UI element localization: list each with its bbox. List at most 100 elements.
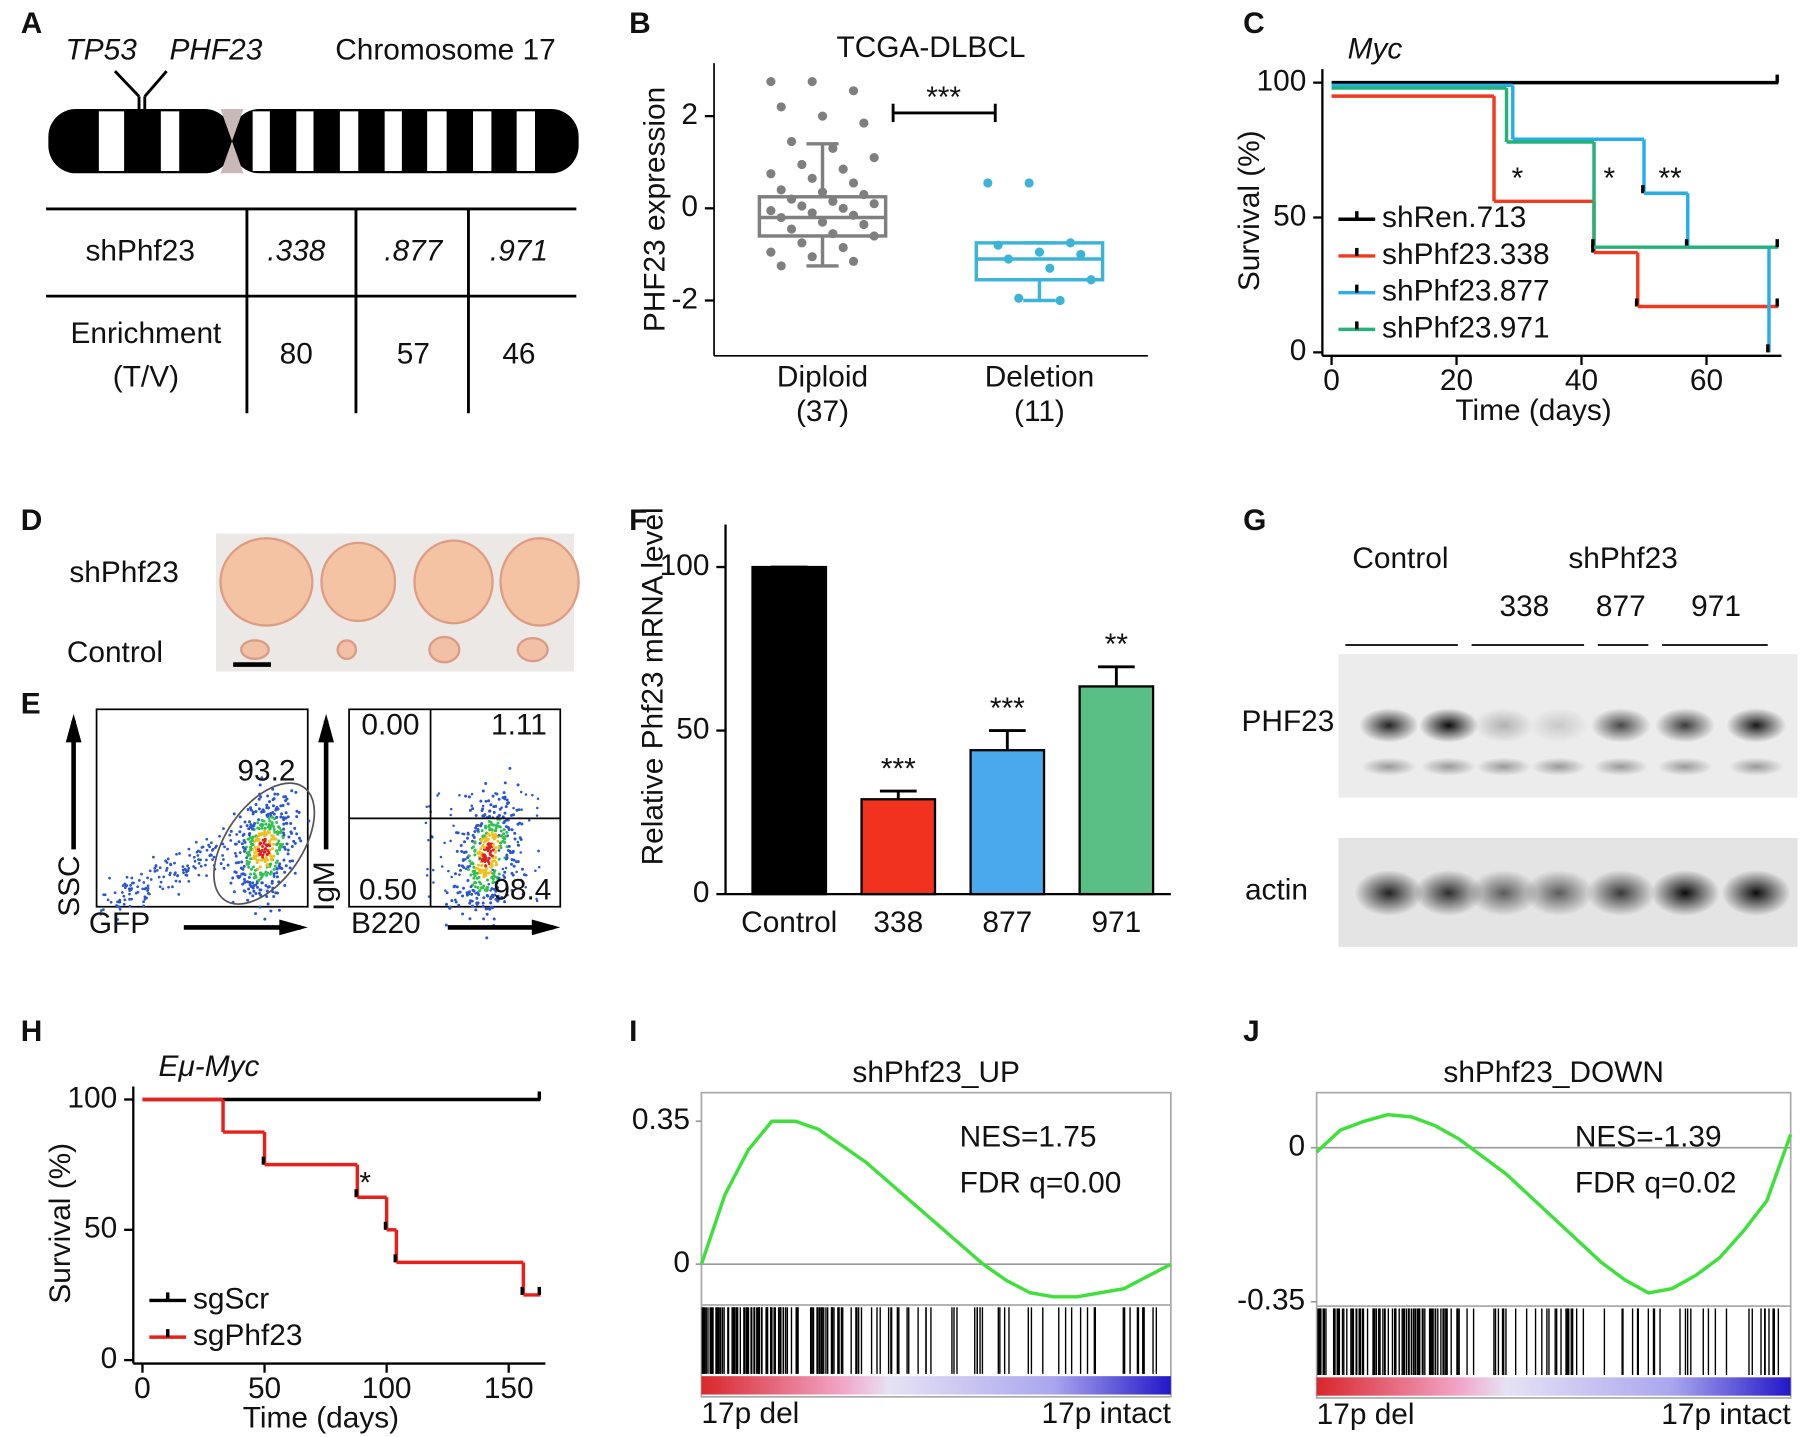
flow-event <box>463 840 467 844</box>
flow-event <box>99 912 103 916</box>
lane-label: 971 <box>1691 590 1741 623</box>
flow-event <box>483 845 487 849</box>
flow-event <box>485 867 489 871</box>
data-point <box>786 224 797 234</box>
flow-event <box>167 885 170 889</box>
flow-event <box>473 829 477 833</box>
data-point <box>776 102 786 112</box>
gate <box>213 782 316 905</box>
flow-event <box>194 866 197 870</box>
flow-event <box>254 838 258 842</box>
group-label: Control <box>1352 542 1448 575</box>
flow-event <box>264 883 268 887</box>
chromosome-band <box>516 111 536 172</box>
flow-event <box>488 809 492 813</box>
flow-event <box>242 864 246 868</box>
flow-event <box>482 853 486 857</box>
flow-event <box>471 845 475 849</box>
flow-event <box>263 830 267 834</box>
flow-event <box>263 839 267 843</box>
flow-event <box>185 870 188 874</box>
flow-event <box>257 807 261 811</box>
flow-event <box>505 853 509 857</box>
flow-event <box>307 819 311 823</box>
band-label: PHF23 <box>1242 705 1335 738</box>
flow-event <box>466 836 470 840</box>
flow-event <box>478 857 482 860</box>
flow-event <box>266 902 270 906</box>
y-tick-label: 50 <box>676 712 709 745</box>
flow-event <box>162 875 166 879</box>
flow-event <box>146 889 149 892</box>
panel-label: B <box>629 7 651 40</box>
flow-event <box>473 869 477 873</box>
flow-event <box>241 882 245 886</box>
flow-event <box>490 854 494 858</box>
flow-event <box>431 836 434 839</box>
flow-event <box>256 845 260 849</box>
y-tick-label: -2 <box>671 282 698 315</box>
flow-event <box>497 833 501 837</box>
blot-band <box>1528 708 1589 743</box>
flow-event <box>492 887 496 891</box>
annotation: NES=-1.39 <box>1575 1120 1722 1153</box>
flow-event <box>196 854 200 857</box>
flow-event <box>284 864 288 868</box>
flow-event <box>497 872 501 876</box>
legend-label: shPhf23.338 <box>1382 238 1550 271</box>
tumor <box>428 635 461 664</box>
flow-event <box>265 803 269 807</box>
significance: *** <box>926 81 961 114</box>
table-cell: 80 <box>280 338 313 371</box>
flow-event <box>491 895 495 899</box>
flow-event <box>513 831 517 835</box>
flow-event <box>197 873 201 877</box>
flow-event <box>462 865 466 869</box>
flow-event <box>468 917 472 921</box>
blot-band <box>1586 870 1656 916</box>
flow-event <box>264 847 268 851</box>
gene-pointer <box>113 70 141 98</box>
flow-event <box>260 826 264 830</box>
flow-event <box>473 885 477 889</box>
flow-event <box>459 843 463 847</box>
flow-event <box>497 846 501 850</box>
data-point <box>807 173 817 183</box>
x-axis-label: 17p intact <box>1042 1397 1172 1430</box>
flow-event <box>247 827 251 831</box>
significance: * <box>1604 162 1616 195</box>
flow-event <box>503 840 507 844</box>
flow-event <box>269 811 273 815</box>
x-axis-title: Time (days) <box>1455 394 1611 427</box>
flow-event <box>516 860 520 864</box>
flow-event <box>483 848 487 852</box>
blot-band <box>1421 757 1477 776</box>
flow-event <box>255 849 259 853</box>
flow-event <box>462 886 466 890</box>
flow-event <box>276 852 280 856</box>
flow-event <box>271 787 275 791</box>
flow-event <box>455 831 459 835</box>
y-axis-title: Survival (%) <box>1233 130 1266 291</box>
data-point <box>817 187 828 197</box>
arrow-head <box>531 919 561 936</box>
blot-band <box>1359 708 1419 743</box>
y-tick-label: 2 <box>681 98 698 131</box>
tumor <box>413 539 494 625</box>
flow-event <box>480 822 484 826</box>
blot-band <box>1593 757 1649 776</box>
flow-event <box>470 792 474 796</box>
flow-event <box>272 827 276 831</box>
rank-bar <box>1316 1377 1791 1396</box>
flow-event <box>469 873 473 877</box>
flow-event <box>282 845 286 849</box>
flow-event <box>149 878 153 881</box>
chromosome-band <box>384 111 402 172</box>
flow-event <box>259 833 263 837</box>
flow-event <box>509 813 513 817</box>
flow-event <box>249 872 253 876</box>
flow-event <box>256 885 259 889</box>
annotation: NES=1.75 <box>960 1120 1097 1153</box>
flow-event <box>500 806 503 809</box>
panel-label: F <box>629 504 647 537</box>
